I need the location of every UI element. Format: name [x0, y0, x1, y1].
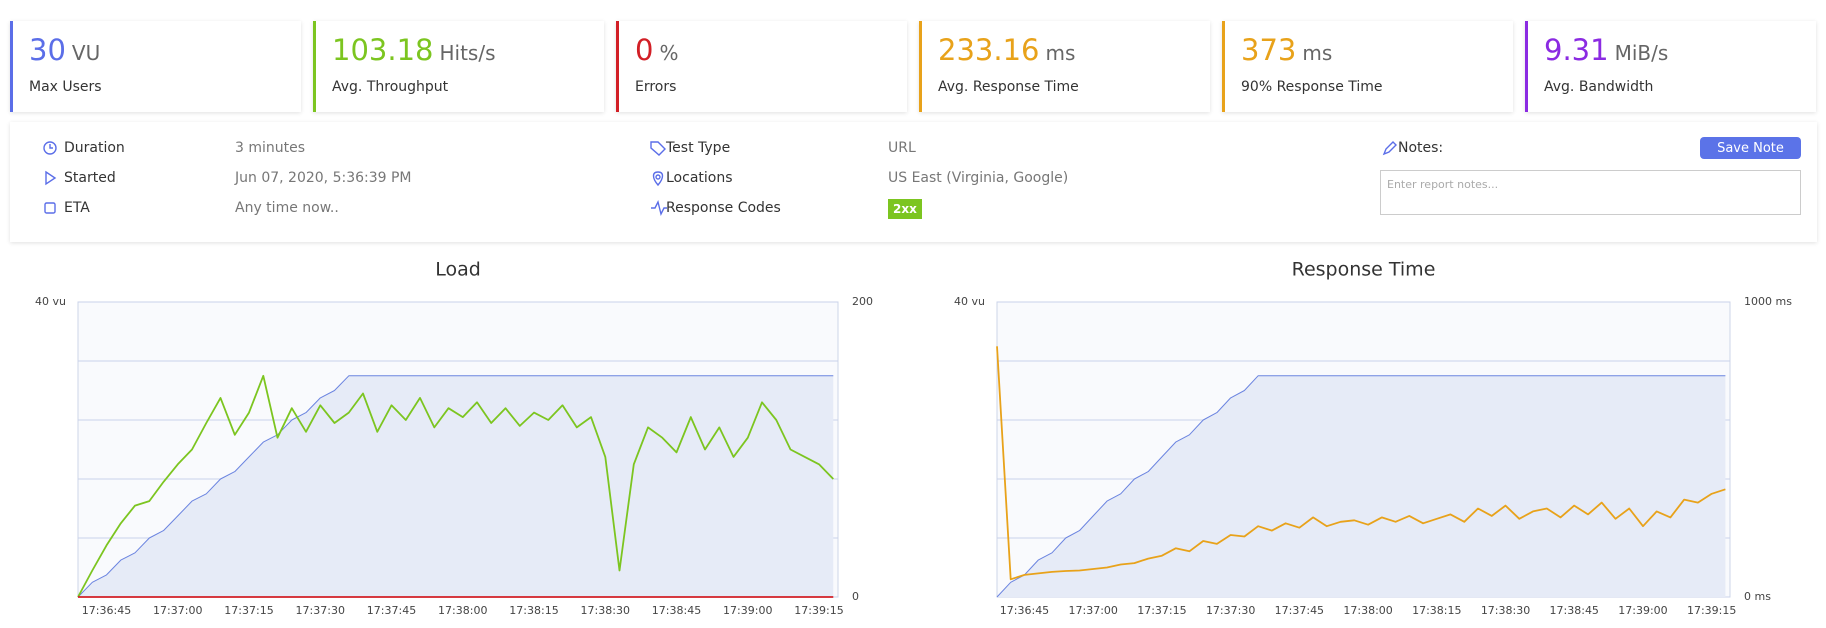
metric-card: 103.18 Hits/s Avg. Throughput	[313, 21, 604, 112]
metric-unit: %	[659, 41, 679, 65]
series-area	[997, 375, 1726, 597]
x-tick-label: 17:37:45	[367, 604, 416, 617]
series-area	[78, 375, 834, 597]
x-tick-label: 17:36:45	[1000, 604, 1049, 617]
info-label: ETA	[64, 200, 90, 216]
metric-card: 9.31 MiB/s Avg. Bandwidth	[1525, 21, 1816, 112]
chart-title: Load	[435, 259, 481, 281]
metric-value-line: 0%	[635, 33, 678, 67]
info-value: Any time now..	[235, 200, 339, 216]
square-icon	[44, 202, 56, 214]
metric-label: 90% Response Time	[1241, 79, 1383, 95]
metric-card: 233.16 ms Avg. Response Time	[919, 21, 1210, 112]
y2-tick-label: 0 ms	[1744, 590, 1771, 603]
pin-icon	[652, 171, 664, 187]
save-note-button[interactable]: Save Note	[1700, 137, 1801, 159]
metric-value-line: 9.31 MiB/s	[1544, 33, 1668, 67]
y2-tick-label: 0	[852, 590, 859, 603]
notes-label: Notes:	[1398, 140, 1444, 156]
y-tick-label: 40 vu	[35, 295, 66, 308]
info-label: Started	[64, 170, 116, 186]
metric-label: Avg. Throughput	[332, 79, 449, 95]
metric-value-line: 233.16 ms	[938, 33, 1075, 67]
info-label: Duration	[64, 140, 125, 156]
series-line	[77, 375, 834, 598]
x-tick-label: 17:37:15	[224, 604, 273, 617]
metric-label: Avg. Response Time	[938, 79, 1079, 95]
info-value: Jun 07, 2020, 5:36:39 PM	[235, 170, 412, 186]
x-tick-label: 17:38:45	[1550, 604, 1599, 617]
metric-label: Avg. Bandwidth	[1544, 79, 1654, 95]
summary-cards: 30 VU Max Users 103.18 Hits/s Avg. Throughput…	[10, 21, 1816, 112]
x-tick-label: 17:37:00	[153, 604, 202, 617]
metric-label: Max Users	[29, 79, 102, 95]
x-tick-label: 17:38:45	[652, 604, 701, 617]
metric-unit: VU	[71, 41, 101, 65]
clock-icon	[43, 141, 57, 155]
metric-label: Errors	[635, 79, 677, 95]
play-icon	[45, 170, 57, 186]
metric-value: 30	[29, 33, 66, 67]
series-line	[996, 375, 1726, 598]
x-tick-label: 17:39:00	[1618, 604, 1667, 617]
metric-value: 0	[635, 33, 654, 67]
x-tick-label: 17:37:30	[296, 604, 345, 617]
info-label: Locations	[666, 170, 733, 186]
y2-tick-label: 1000 ms	[1744, 295, 1792, 308]
x-tick-label: 17:38:00	[438, 604, 487, 617]
metric-unit: Hits/s	[439, 41, 496, 65]
metric-card: 373 ms 90% Response Time	[1222, 21, 1513, 112]
x-tick-label: 17:39:15	[1687, 604, 1736, 617]
metric-value: 103.18	[332, 33, 434, 67]
metric-unit: ms	[1045, 41, 1076, 65]
metric-unit: MiB/s	[1614, 41, 1669, 65]
tag-icon	[650, 141, 666, 156]
x-tick-label: 17:38:15	[1412, 604, 1461, 617]
x-tick-label: 17:39:15	[794, 604, 843, 617]
metric-value-line: 373 ms	[1241, 33, 1332, 67]
pin-dot	[655, 174, 661, 180]
info-value: URL	[888, 140, 916, 156]
x-tick-label: 17:37:00	[1069, 604, 1118, 617]
clock-hand	[49, 144, 53, 149]
y-tick-label: 40 vu	[954, 295, 985, 308]
chart-title: Response Time	[1292, 259, 1436, 281]
x-tick-label: 17:37:30	[1206, 604, 1255, 617]
series-line	[996, 346, 1726, 581]
info-value: 3 minutes	[235, 140, 306, 156]
info-value: US East (Virginia, Google)	[888, 170, 1069, 186]
x-tick-label: 17:39:00	[723, 604, 772, 617]
x-tick-label: 17:38:30	[581, 604, 630, 617]
x-tick-label: 17:36:45	[82, 604, 131, 617]
metric-value-line: 103.18 Hits/s	[332, 33, 496, 67]
notes-input[interactable]: Enter report notes...	[1380, 170, 1801, 215]
metric-value: 373	[1241, 33, 1297, 67]
x-tick-label: 17:37:15	[1137, 604, 1186, 617]
pencil-icon	[1382, 141, 1397, 156]
info-label: Test Type	[666, 140, 731, 156]
info-label: Response Codes	[666, 200, 781, 216]
series-line	[77, 374, 834, 598]
icons	[43, 141, 1397, 217]
x-tick-label: 17:38:30	[1481, 604, 1530, 617]
x-tick-label: 17:38:15	[509, 604, 558, 617]
metric-value: 233.16	[938, 33, 1040, 67]
metric-value-line: 30 VU	[29, 33, 100, 67]
x-tick-label: 17:38:00	[1343, 604, 1392, 617]
response-code-badge: 2xx	[888, 199, 922, 219]
info-panel: Notes: Save Note Enter report notes... D…	[10, 122, 1817, 242]
metric-card: 30 VU Max Users	[10, 21, 301, 112]
pulse-icon	[651, 199, 667, 217]
y2-tick-label: 200	[852, 295, 873, 308]
metric-card: 0% Errors	[616, 21, 907, 112]
x-tick-label: 17:37:45	[1275, 604, 1324, 617]
metric-unit: ms	[1302, 41, 1333, 65]
metric-value: 9.31	[1544, 33, 1609, 67]
